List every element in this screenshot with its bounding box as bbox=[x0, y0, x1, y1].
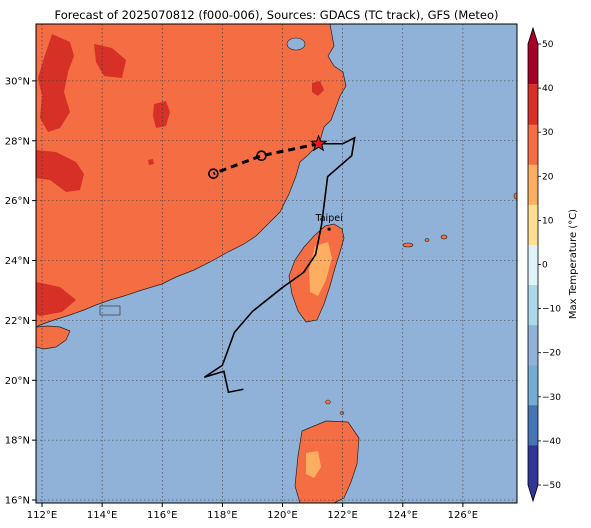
x-tick-label: 116°E bbox=[147, 510, 177, 521]
colorbar-segment bbox=[528, 404, 538, 446]
colorbar-tick-label: 50 bbox=[542, 40, 554, 50]
x-tick-label: 126°E bbox=[448, 510, 478, 521]
y-tick-label: 26°N bbox=[5, 196, 30, 207]
x-axis-ticks: 112°E 114°E 116°E 118°E 120°E 122°E 124°E 126°E bbox=[27, 503, 478, 521]
hot-patch bbox=[312, 81, 324, 96]
colorbar-tick-label: 30 bbox=[542, 128, 554, 138]
x-tick-label: 114°E bbox=[87, 510, 117, 521]
colorbar-segment bbox=[528, 84, 538, 125]
tc-current-position-icon bbox=[309, 134, 328, 152]
colorbar-segment bbox=[528, 124, 538, 165]
colorbar-tick-label: −50 bbox=[542, 481, 561, 491]
gridlines bbox=[36, 24, 517, 503]
map-title: Forecast of 2025070812 (f000-006), Sourc… bbox=[54, 8, 499, 22]
y-tick-label: 30°N bbox=[5, 76, 30, 87]
colorbar-segment bbox=[528, 324, 538, 366]
colorbar-segment bbox=[528, 284, 538, 326]
x-tick-label: 124°E bbox=[388, 510, 418, 521]
colorbar-segment bbox=[528, 164, 538, 205]
y-axis-ticks: 16°N 18°N 20°N 22°N 24°N 26°N 28°N 30°N bbox=[5, 76, 36, 507]
x-tick-label: 122°E bbox=[327, 510, 357, 521]
colorbar-tick-label: 20 bbox=[542, 172, 554, 182]
y-tick-label: 22°N bbox=[5, 316, 30, 327]
hot-patch bbox=[153, 101, 170, 128]
x-tick-label: 118°E bbox=[207, 510, 237, 521]
city-label: Taipei bbox=[315, 213, 343, 224]
colorbar-segment bbox=[528, 204, 538, 245]
island-ryukyu bbox=[440, 234, 448, 240]
colorbar-tick-label: 10 bbox=[542, 216, 554, 226]
x-tick-label: 120°E bbox=[267, 510, 297, 521]
hot-patch bbox=[36, 150, 84, 192]
colorbar-segment bbox=[528, 28, 538, 85]
land-luzon bbox=[294, 420, 360, 503]
colorbar-segment bbox=[528, 244, 538, 286]
tc-forecast-point bbox=[256, 150, 267, 162]
colorbar-label: Max Temperature (°C) bbox=[568, 209, 579, 319]
warm-patch bbox=[306, 451, 321, 478]
colorbar-tick-label: 0 bbox=[542, 261, 548, 271]
x-tick-label: 112°E bbox=[27, 510, 57, 521]
colorbar-tick-label: −40 bbox=[542, 437, 561, 447]
hot-patch bbox=[38, 34, 74, 132]
hot-patch bbox=[148, 159, 154, 165]
tc-forecast-point bbox=[208, 168, 219, 179]
city-marker bbox=[327, 227, 331, 231]
y-tick-label: 20°N bbox=[5, 376, 30, 387]
island-ryukyu bbox=[402, 242, 414, 248]
island-ryukyu bbox=[424, 238, 430, 242]
hong-kong-outline bbox=[99, 305, 121, 316]
land-hainan bbox=[36, 325, 71, 350]
hot-patch bbox=[36, 282, 76, 316]
colorbar-tick-label: −10 bbox=[542, 305, 561, 315]
tc-track-past bbox=[203, 136, 356, 394]
island-batanes bbox=[325, 399, 331, 405]
island-okinawa bbox=[513, 192, 517, 200]
colorbar-tick-label: −30 bbox=[542, 393, 561, 403]
lake-taihu bbox=[286, 37, 306, 51]
map-frame bbox=[35, 23, 518, 504]
colorbar-tick-label: −20 bbox=[542, 349, 561, 359]
y-tick-label: 28°N bbox=[5, 136, 30, 147]
colorbar-segment bbox=[528, 364, 538, 406]
colorbar: 50 40 30 20 10 0 −10 −20 −30 −40 −50 bbox=[527, 26, 561, 503]
colorbar-tick-label: 40 bbox=[542, 84, 554, 94]
island-batanes bbox=[339, 411, 345, 415]
colorbar-segment bbox=[528, 444, 538, 501]
land-mainland-china bbox=[36, 24, 347, 328]
y-tick-label: 18°N bbox=[5, 436, 30, 447]
y-tick-label: 16°N bbox=[5, 496, 30, 507]
y-tick-label: 24°N bbox=[5, 256, 30, 267]
